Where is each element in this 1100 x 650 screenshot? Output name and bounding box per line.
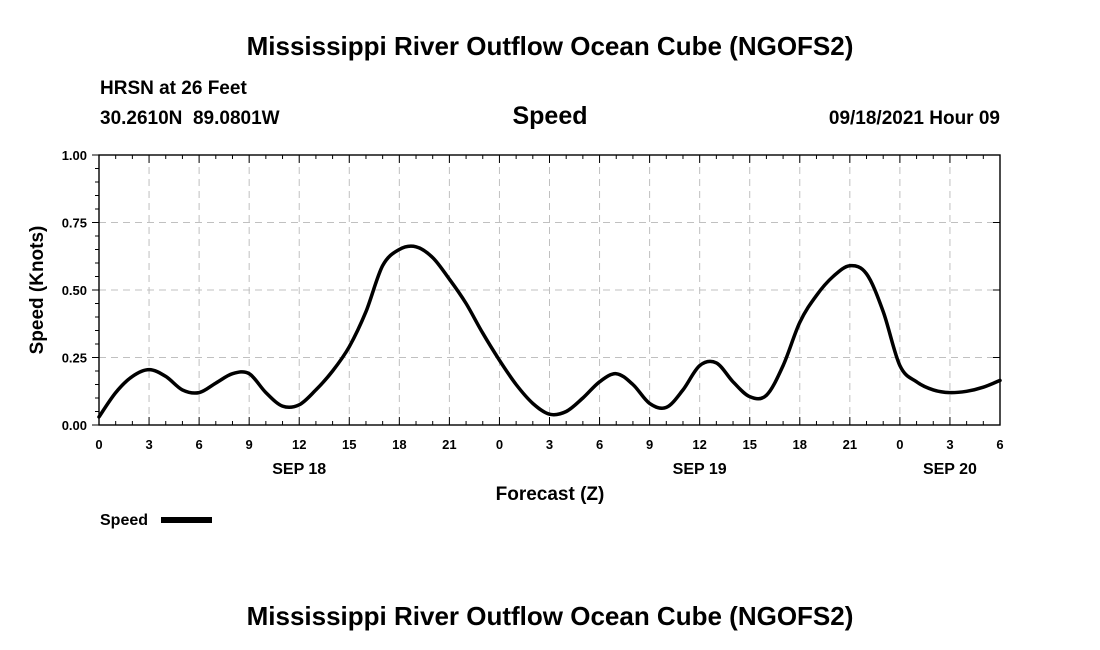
- x-tick-labels: 0 3 6 9 12 15 18 21 0 3 6 9 12 15 18 21 0 3 6: [95, 437, 1003, 452]
- y-tick-label: 0.00: [62, 418, 87, 433]
- x-tick-label: 18: [793, 437, 807, 452]
- x-tick-label: 0: [896, 437, 903, 452]
- y-axis-label: Speed (Knots): [27, 226, 48, 355]
- y-tick-labels: 0.00 0.25 0.50 0.75 1.00: [62, 148, 87, 433]
- x-date-label: SEP 20: [923, 461, 977, 478]
- x-tick-label: 12: [292, 437, 306, 452]
- station-coordinates: 30.2610N 89.0801W: [100, 108, 280, 129]
- plot-frame: [98, 154, 1001, 426]
- y-tick-label: 0.25: [62, 351, 87, 366]
- x-tick-label: 6: [996, 437, 1003, 452]
- speed-series-line: [97, 244, 1002, 419]
- x-tick-label: 18: [392, 437, 406, 452]
- station-label: HRSN at 26 Feet: [100, 78, 247, 99]
- x-tick-label: 21: [843, 437, 857, 452]
- y-tick-label: 1.00: [62, 148, 87, 163]
- x-tick-label: 9: [646, 437, 653, 452]
- axis-ticks: [92, 154, 1001, 426]
- page-title-top: Mississippi River Outflow Ocean Cube (NG…: [247, 31, 854, 61]
- x-tick-label: 21: [442, 437, 456, 452]
- x-tick-label: 15: [342, 437, 356, 452]
- x-tick-label: 0: [496, 437, 503, 452]
- x-tick-label: 12: [692, 437, 706, 452]
- legend-label: Speed: [100, 512, 148, 529]
- date-labels: SEP 18 SEP 19 SEP 20: [272, 461, 977, 478]
- x-tick-label: 6: [195, 437, 202, 452]
- x-date-label: SEP 18: [272, 461, 326, 478]
- x-axis-label: Forecast (Z): [496, 484, 605, 505]
- x-tick-label: 9: [246, 437, 253, 452]
- x-tick-label: 15: [742, 437, 756, 452]
- x-tick-label: 0: [95, 437, 102, 452]
- page-title-bottom: Mississippi River Outflow Ocean Cube (NG…: [247, 601, 854, 631]
- x-date-label: SEP 19: [673, 461, 727, 478]
- y-tick-label: 0.50: [62, 283, 87, 298]
- x-tick-label: 6: [596, 437, 603, 452]
- x-tick-label: 3: [946, 437, 953, 452]
- forecast-datetime: 09/18/2021 Hour 09: [829, 108, 1000, 129]
- x-tick-label: 3: [145, 437, 152, 452]
- y-tick-label: 0.75: [62, 216, 87, 231]
- grid-lines: [99, 155, 1000, 425]
- variable-title: Speed: [512, 102, 587, 130]
- x-tick-label: 3: [546, 437, 553, 452]
